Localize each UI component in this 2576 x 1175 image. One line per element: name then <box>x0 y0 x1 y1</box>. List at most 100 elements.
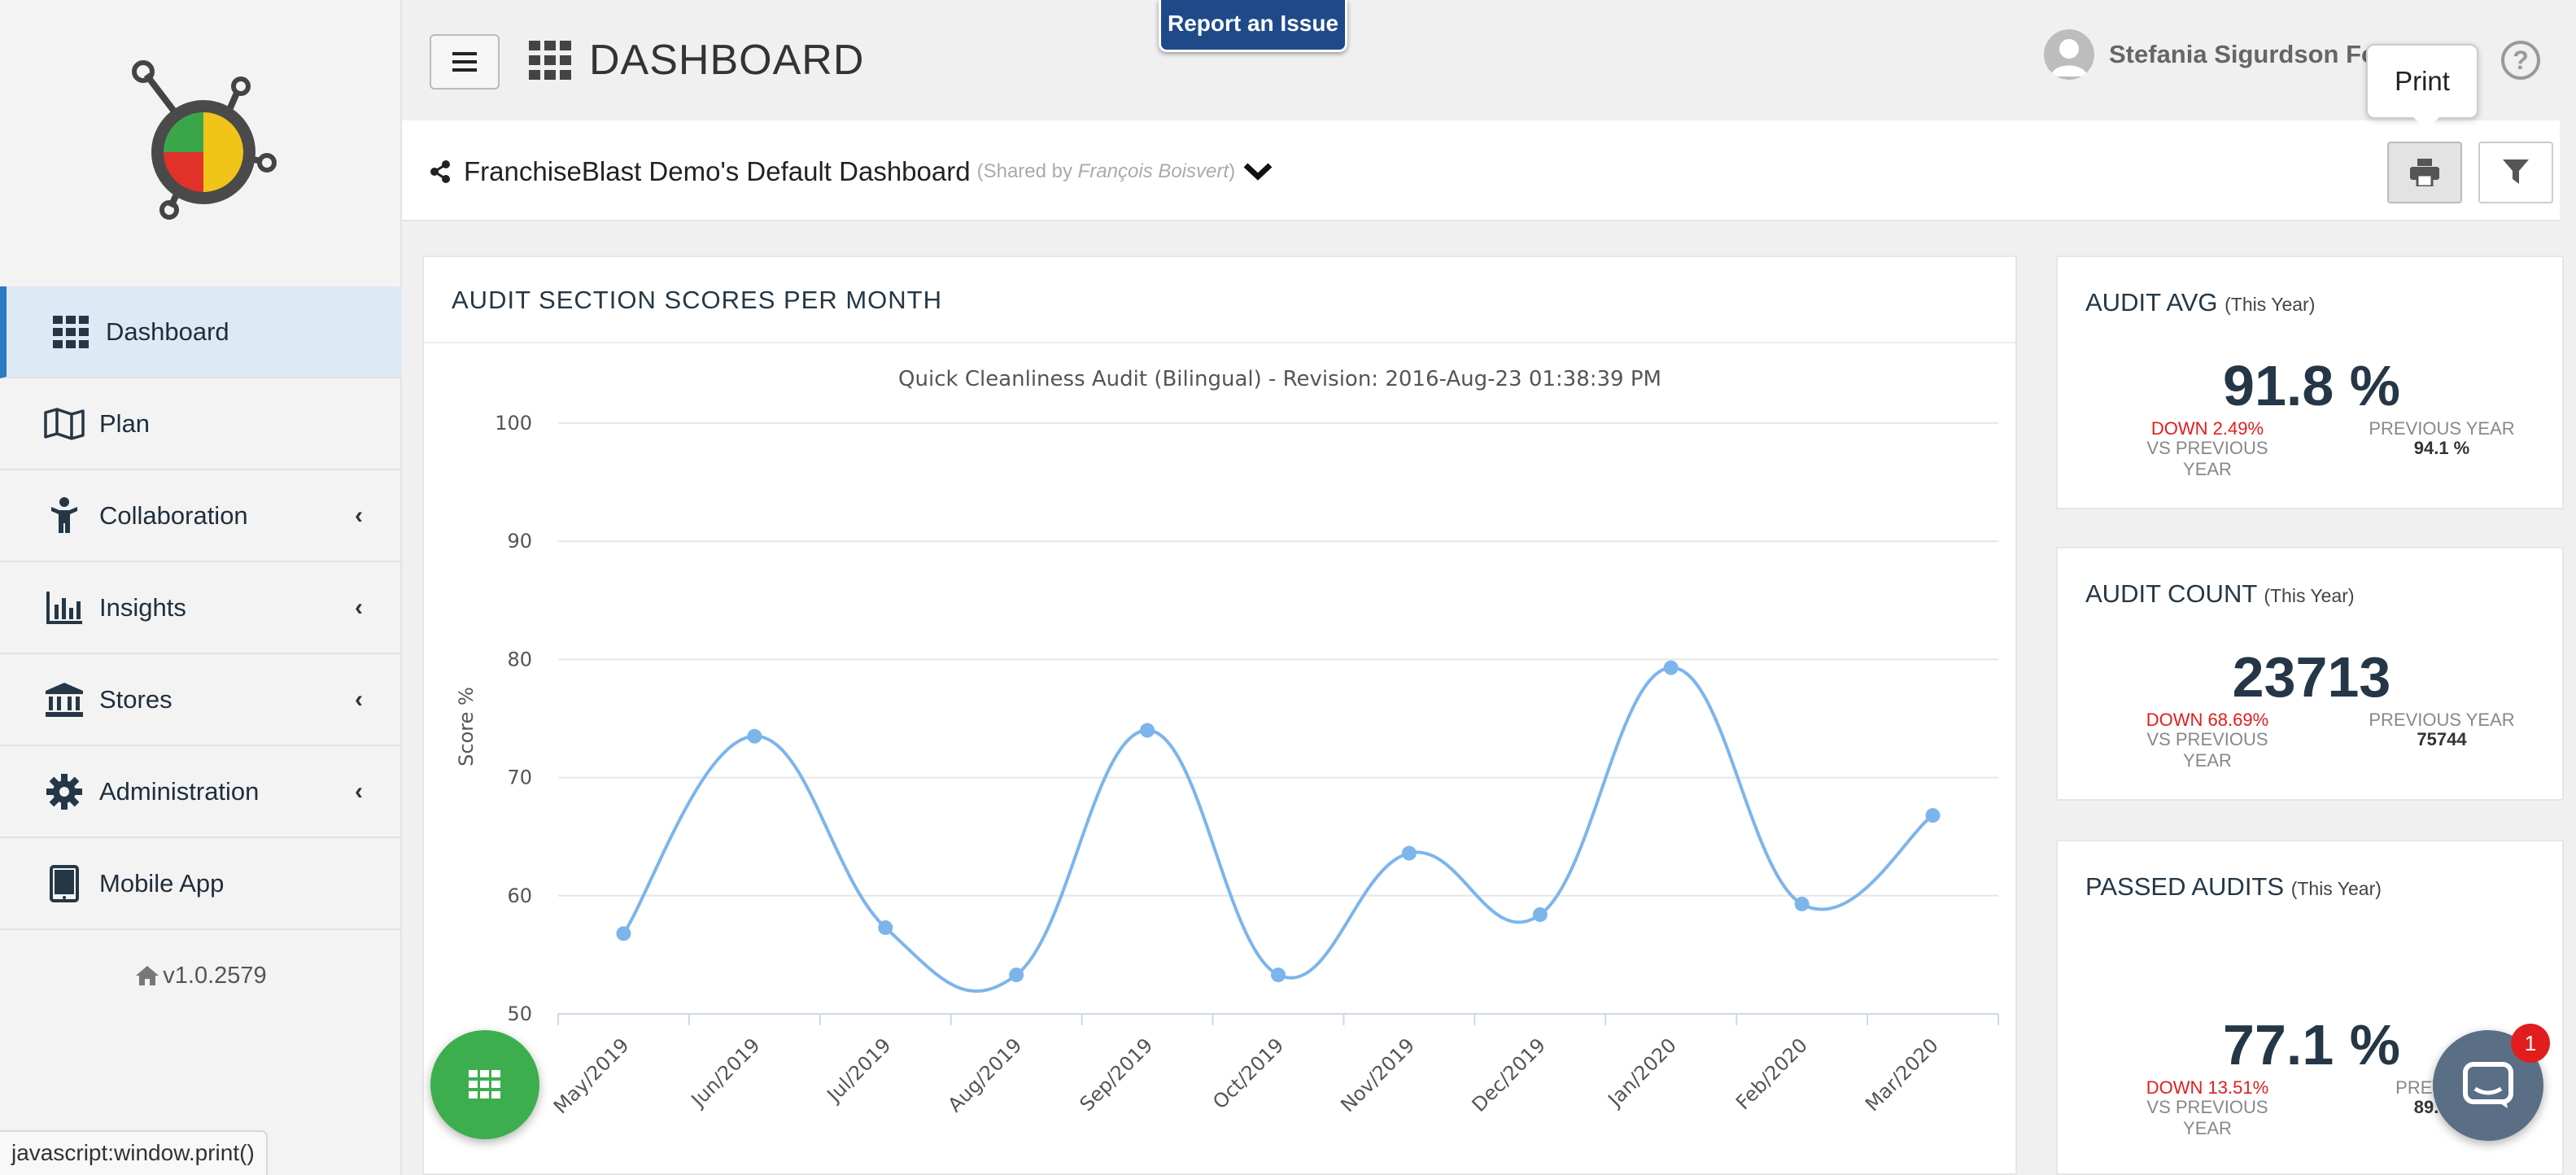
chat-icon <box>2463 1062 2513 1108</box>
card-change: DOWN 68.69% <box>2146 710 2269 730</box>
chevron-left-icon: ‹ <box>355 777 363 805</box>
chart-title: Quick Cleanliness Audit (Bilingual) - Re… <box>898 367 1661 391</box>
print-tooltip: Print <box>2366 44 2478 130</box>
page-title: DASHBOARD <box>589 37 865 84</box>
sidebar-item-dashboard[interactable]: Dashboard <box>0 286 402 378</box>
sidebar-item-label: Insights <box>99 592 186 622</box>
sidebar: Dashboard Plan Collaboration ‹ Insights … <box>0 0 402 1175</box>
sidebar-item-label: Dashboard <box>106 317 229 346</box>
sidebar-item-label: Stores <box>99 684 172 714</box>
quick-menu-fab[interactable] <box>430 1030 539 1139</box>
data-point <box>1532 907 1548 923</box>
franchiseblast-logo[interactable] <box>130 59 277 221</box>
filter-icon <box>2503 159 2529 184</box>
card-vs-label: VS PREVIOUS YEAR <box>2146 1097 2268 1138</box>
chevron-down-icon <box>1243 163 1273 181</box>
bank-icon <box>44 679 85 720</box>
data-point <box>1271 968 1286 983</box>
card-title: AUDIT COUNT (This Year) <box>2085 579 2355 608</box>
data-point <box>1925 808 1941 823</box>
series-line <box>622 666 1934 993</box>
hamburger-icon <box>452 52 477 72</box>
tablet-icon <box>44 863 85 904</box>
y-tick-label: 70 <box>507 767 532 789</box>
data-point <box>616 926 631 941</box>
card-title: PASSED AUDITS (This Year) <box>2085 872 2382 901</box>
sidebar-nav: Dashboard Plan Collaboration ‹ Insights … <box>0 286 402 930</box>
y-axis-label: Score % <box>455 687 478 767</box>
y-tick-label: 100 <box>495 412 532 435</box>
dashboard-bar: FranchiseBlast Demo's Default Dashboard … <box>402 120 2560 221</box>
card-change: DOWN 13.51% <box>2146 1077 2269 1098</box>
print-button[interactable] <box>2387 142 2462 203</box>
card-prev-value: 75744 <box>2417 729 2467 749</box>
x-tick-label: Oct/2019 <box>1208 1033 1288 1113</box>
card-change: DOWN 2.49% <box>2150 418 2264 439</box>
page-title-wrap: DASHBOARD <box>529 36 864 85</box>
avatar <box>2044 29 2094 80</box>
shared-by-text: (Shared by François Boisvert) <box>976 160 1236 182</box>
card-prev-value: 94.1 % <box>2413 438 2470 458</box>
app-version: v1.0.2579 <box>0 963 402 989</box>
dashboard-selector[interactable]: FranchiseBlast Demo's Default Dashboard … <box>430 156 1273 187</box>
sidebar-item-collaboration[interactable]: Collaboration ‹ <box>0 470 402 562</box>
sidebar-item-label: Mobile App <box>99 868 225 898</box>
home-icon <box>136 966 159 985</box>
sidebar-item-stores[interactable]: Stores ‹ <box>0 654 402 746</box>
sidebar-item-label: Collaboration <box>99 500 248 530</box>
x-tick-label: Jun/2019 <box>686 1033 765 1112</box>
audit-count-card: AUDIT COUNT (This Year) 23713 DOWN 68.69… <box>2056 547 2564 801</box>
sidebar-item-label: Administration <box>99 776 260 806</box>
sidebar-item-administration[interactable]: Administration ‹ <box>0 746 402 838</box>
version-text: v1.0.2579 <box>163 963 267 989</box>
print-icon <box>2410 159 2439 186</box>
person-icon <box>44 496 85 536</box>
card-value: 23713 <box>2232 645 2391 709</box>
y-tick-label: 90 <box>507 530 532 553</box>
sidebar-item-plan[interactable]: Plan <box>0 378 402 470</box>
help-icon[interactable]: ? <box>2501 41 2540 80</box>
topbar: DASHBOARD Report an Issue Stefania Sigur… <box>402 0 2576 120</box>
sidebar-item-insights[interactable]: Insights ‹ <box>0 562 402 654</box>
sidebar-item-mobile-app[interactable]: Mobile App <box>0 838 402 930</box>
panel-heading: AUDIT SECTION SCORES PER MONTH <box>424 257 2015 343</box>
y-tick-label: 50 <box>507 1002 532 1025</box>
card-vs-label: VS PREVIOUS YEAR <box>2146 729 2268 771</box>
user-menu[interactable]: Stefania Sigurdson Fo <box>2044 29 2377 80</box>
card-vs-label: VS PREVIOUS YEAR <box>2146 438 2268 479</box>
audit-avg-card: AUDIT AVG (This Year) 91.8 % DOWN 2.49% … <box>2056 256 2564 509</box>
user-name: Stefania Sigurdson Fo <box>2109 40 2377 68</box>
card-prev-label: PREVIOUS YEAR <box>2369 418 2515 439</box>
x-tick-label: Sep/2019 <box>1076 1033 1158 1116</box>
data-point <box>1401 845 1417 861</box>
status-bar-url: javascript:window.print() <box>0 1130 268 1175</box>
dashboard-name: FranchiseBlast Demo's Default Dashboard <box>464 156 971 186</box>
chevron-left-icon: ‹ <box>355 685 363 713</box>
grid-icon <box>469 1070 500 1099</box>
grid-icon <box>50 312 91 352</box>
x-tick-label: May/2019 <box>549 1033 634 1118</box>
x-tick-label: Aug/2019 <box>944 1033 1027 1116</box>
menu-toggle-button[interactable] <box>430 34 500 90</box>
card-value: 77.1 % <box>2223 1013 2400 1077</box>
share-icon <box>430 160 450 183</box>
report-issue-button[interactable]: Report an Issue <box>1159 0 1347 52</box>
gear-icon <box>44 771 85 812</box>
filter-button[interactable] <box>2478 142 2553 203</box>
audit-section-scores-panel: AUDIT SECTION SCORES PER MONTH Quick Cle… <box>422 256 2017 1175</box>
x-tick-label: Mar/2020 <box>1861 1033 1943 1116</box>
chevron-left-icon: ‹ <box>355 593 363 621</box>
x-tick-label: Nov/2019 <box>1336 1033 1419 1116</box>
y-tick-label: 60 <box>507 885 532 907</box>
data-point <box>1663 660 1679 675</box>
card-title: AUDIT AVG (This Year) <box>2085 288 2316 317</box>
chevron-left-icon: ‹ <box>355 501 363 529</box>
line-chart: Quick Cleanliness Audit (Bilingual) - Re… <box>455 367 1999 1118</box>
x-tick-label: Jul/2019 <box>822 1033 896 1107</box>
bar-chart-icon <box>44 588 85 628</box>
grid-icon <box>529 41 571 80</box>
card-value: 91.8 % <box>2223 354 2400 417</box>
sidebar-item-label: Plan <box>99 408 151 438</box>
x-tick-label: Jan/2020 <box>1603 1033 1681 1112</box>
data-point <box>1140 723 1155 738</box>
